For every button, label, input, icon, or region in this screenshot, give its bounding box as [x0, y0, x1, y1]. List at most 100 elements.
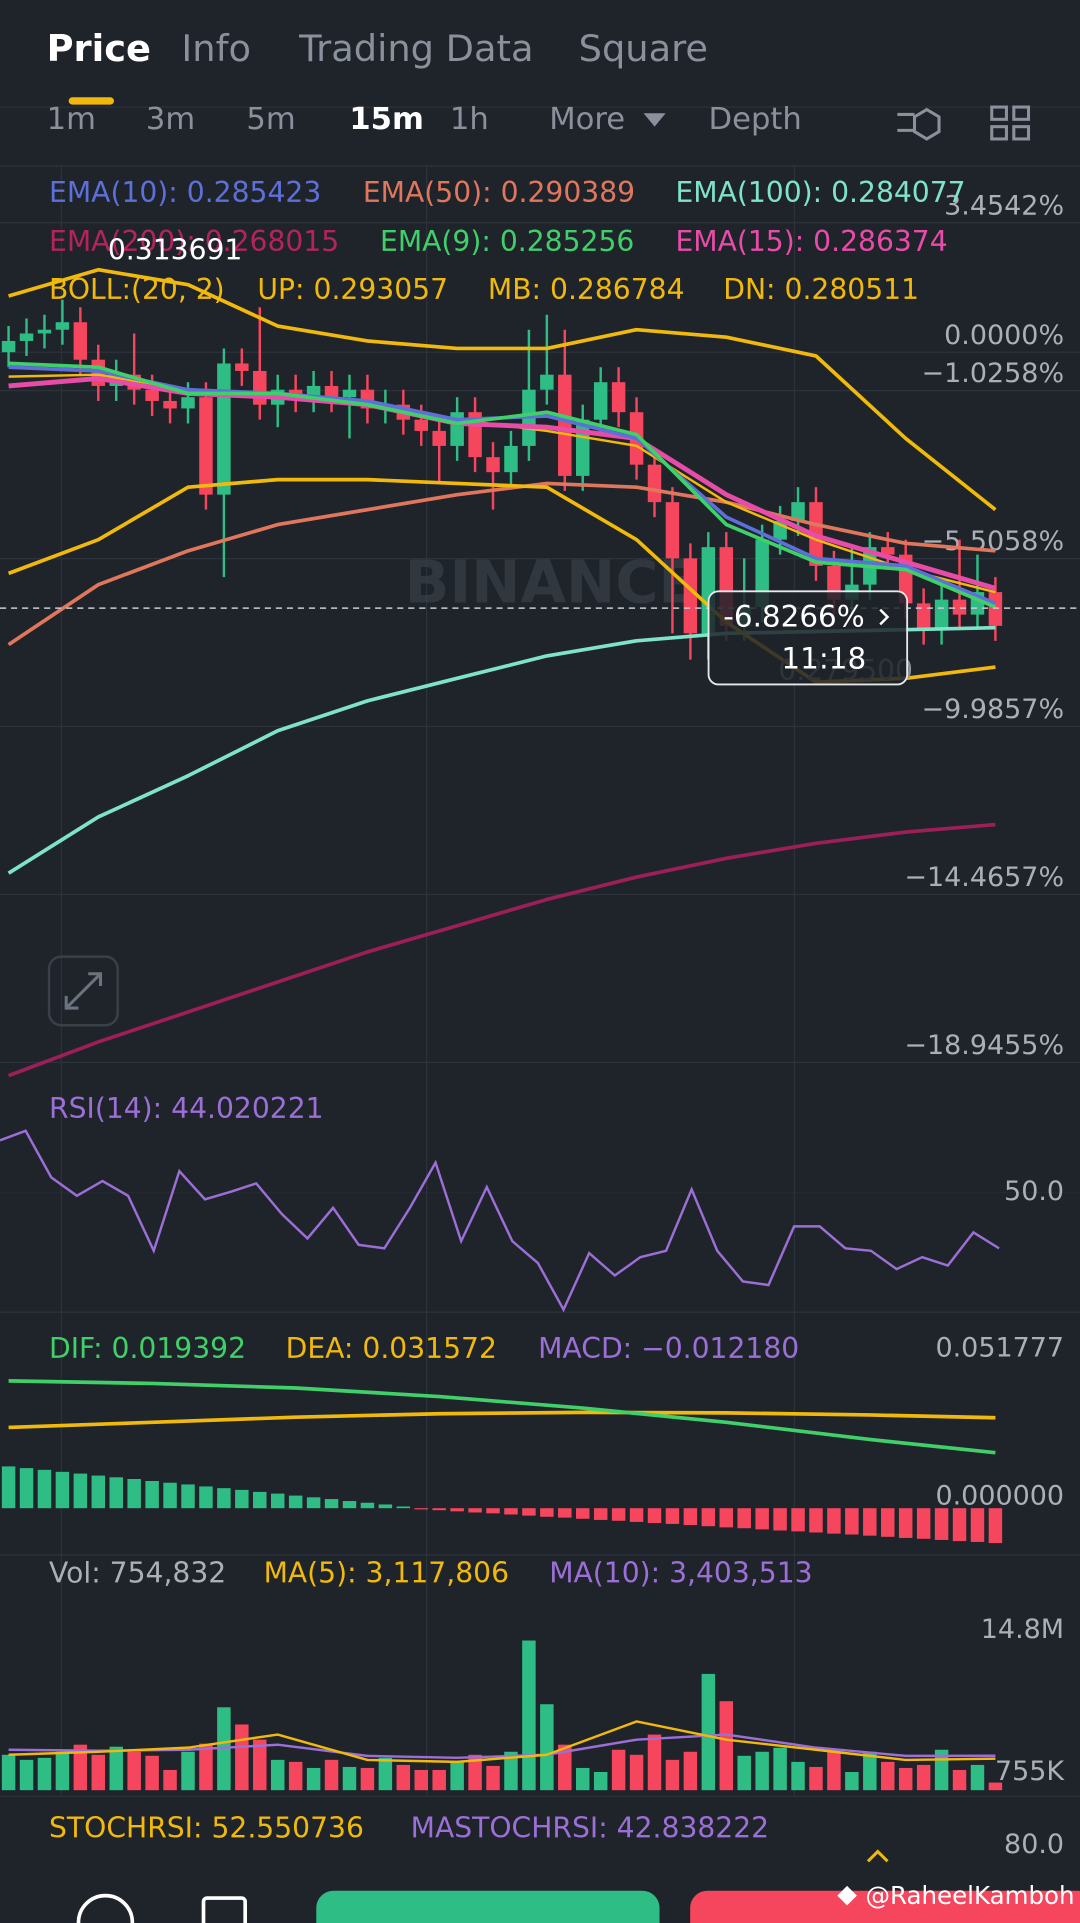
- macd-bar: [558, 1508, 572, 1518]
- candle-body: [665, 502, 680, 559]
- interval[interactable]: More: [549, 102, 625, 137]
- volume-bar: [432, 1769, 446, 1791]
- expand-button[interactable]: [47, 955, 119, 1027]
- volume-bar: [324, 1759, 339, 1791]
- macd-bar: [773, 1508, 787, 1531]
- volume-bar: [737, 1755, 751, 1791]
- macd-bar: [629, 1508, 644, 1522]
- macd-bar: [235, 1489, 249, 1509]
- volume-bar: [37, 1757, 52, 1791]
- interval[interactable]: 5m: [246, 102, 295, 137]
- macd-bar: [593, 1508, 608, 1520]
- overlay-line: [8, 267, 997, 512]
- tab[interactable]: Trading Data: [298, 27, 533, 70]
- candle-body: [1, 340, 16, 353]
- volume-bar: [199, 1743, 213, 1791]
- volume-bar: [145, 1755, 159, 1791]
- buy-button[interactable]: [316, 1890, 660, 1923]
- interval[interactable]: 1h: [450, 102, 489, 137]
- macd-bar: [360, 1502, 375, 1509]
- y-tick-label: −14.4657%: [904, 862, 1064, 893]
- volume-bar: [468, 1754, 482, 1791]
- candle-body: [145, 389, 159, 401]
- macd-bar: [504, 1508, 518, 1515]
- macd-bar: [342, 1501, 357, 1509]
- y-tick-label: 0.0000%: [944, 320, 1064, 351]
- layout-icon[interactable]: [990, 105, 1031, 141]
- collapse-arrow[interactable]: [866, 1849, 889, 1863]
- volume-bar: [755, 1751, 769, 1791]
- volume-bar: [73, 1744, 88, 1791]
- volume-bar: [91, 1754, 106, 1791]
- macd-bar: [719, 1508, 734, 1528]
- overlay-line: [7, 481, 996, 647]
- volume-bar: [647, 1734, 662, 1791]
- icon-part: [1012, 105, 1031, 121]
- volume-bar: [898, 1767, 913, 1791]
- volume-bar: [306, 1767, 321, 1791]
- candle-body: [235, 363, 249, 371]
- volume-bar: [360, 1767, 375, 1791]
- tab[interactable]: Price: [47, 27, 151, 70]
- volume-bar: [378, 1757, 393, 1791]
- volume-bar: [540, 1704, 554, 1791]
- macd-bar: [432, 1508, 446, 1511]
- candle-body: [306, 385, 321, 398]
- candle-body: [163, 400, 177, 409]
- y-tick-label: −18.9455%: [904, 1030, 1064, 1061]
- tab-indicator: [68, 97, 115, 105]
- tab[interactable]: Info: [181, 27, 251, 70]
- macd-bar: [217, 1488, 231, 1509]
- indicator-label: EMA(10): 0.285423: [49, 176, 321, 209]
- interval[interactable]: 15m: [349, 102, 424, 137]
- y-tick-label: −9.9857%: [922, 694, 1065, 725]
- interval[interactable]: 1m: [47, 102, 96, 137]
- settings-icon[interactable]: [897, 107, 941, 141]
- macd-bar: [145, 1481, 159, 1509]
- nav-icon[interactable]: [201, 1896, 248, 1923]
- volume-bar: [127, 1751, 141, 1791]
- indicator-label: EMA(50): 0.290389: [363, 176, 635, 209]
- volume-bar: [665, 1759, 680, 1791]
- indicator-label: MB: 0.286784: [488, 273, 685, 306]
- candle-body: [324, 385, 339, 398]
- candle-body: [37, 329, 52, 334]
- volume-bar: [522, 1640, 536, 1791]
- interval[interactable]: 3m: [146, 102, 195, 137]
- macd-bar: [540, 1508, 554, 1517]
- volume-bar: [1, 1754, 16, 1791]
- volume-bar: [629, 1754, 644, 1791]
- macd-bar: [665, 1508, 680, 1524]
- macd-bar: [827, 1508, 841, 1534]
- interval[interactable]: Depth: [709, 102, 802, 137]
- candle-body: [55, 322, 70, 330]
- tab[interactable]: Square: [579, 27, 708, 70]
- dea-line: [8, 1410, 996, 1430]
- macd-bar: [414, 1508, 428, 1510]
- volume-bar: [270, 1759, 285, 1791]
- price-change: -6.8266%: [723, 600, 864, 634]
- volume-bar: [19, 1759, 34, 1791]
- volume-bar: [683, 1751, 698, 1791]
- macd-bar: [737, 1508, 751, 1529]
- macd-bar: [701, 1508, 716, 1527]
- overlay-line: [8, 361, 997, 609]
- sell-button[interactable]: [690, 1890, 1080, 1923]
- candle-body: [504, 445, 518, 473]
- macd-bar: [91, 1475, 106, 1509]
- macd-bar: [55, 1471, 70, 1509]
- ma5-line: [8, 1720, 996, 1764]
- volume-bar: [827, 1749, 841, 1791]
- macd-bar: [611, 1508, 626, 1521]
- high-label: 0.313691: [108, 234, 243, 267]
- volume-bar: [791, 1761, 805, 1791]
- icon-part: [990, 125, 1008, 141]
- macd-bar: [970, 1508, 985, 1542]
- indicator-label: Vol: 754,832: [49, 1556, 226, 1589]
- macd-bar: [934, 1508, 949, 1540]
- macd-bar: [863, 1508, 877, 1536]
- macd-bar: [324, 1499, 339, 1509]
- macd-bar: [845, 1508, 859, 1535]
